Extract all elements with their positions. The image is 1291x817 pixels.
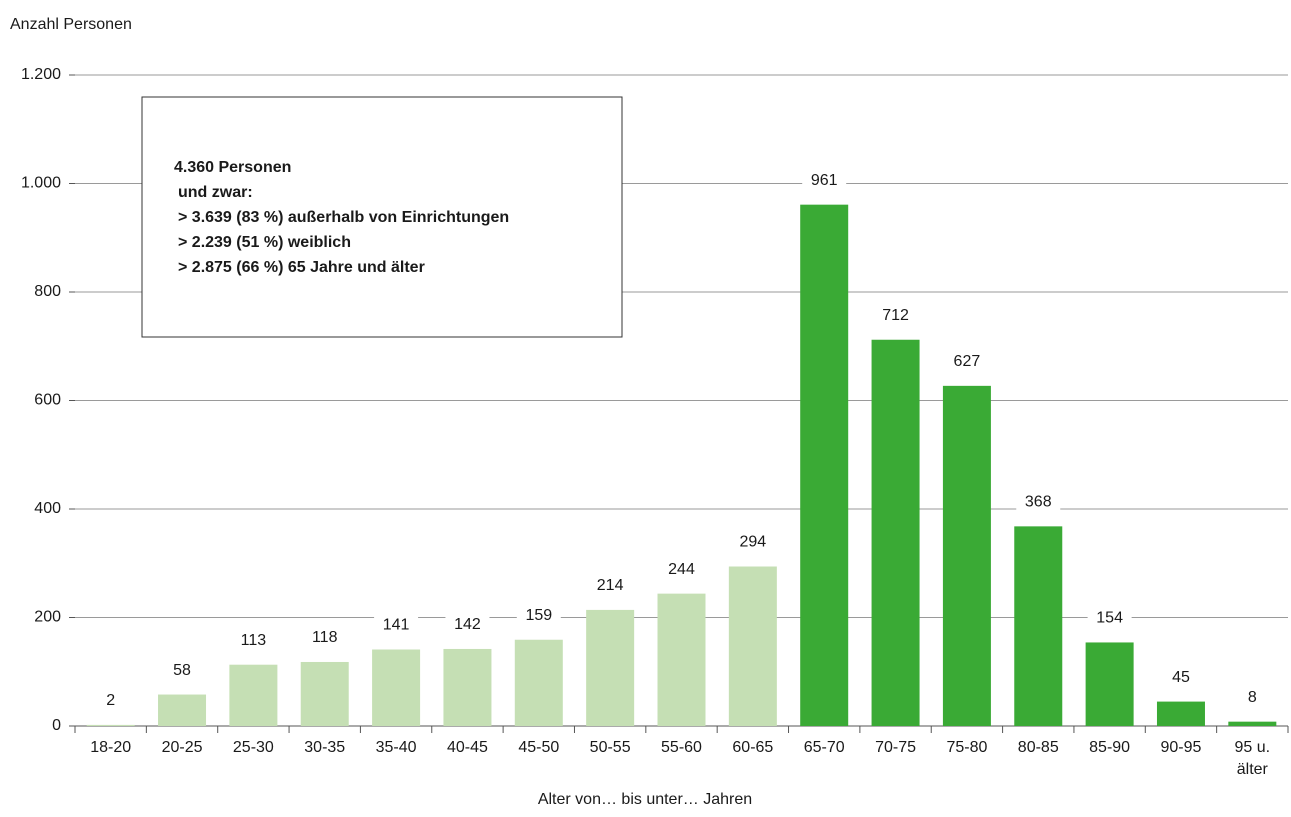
bar (942, 385, 991, 726)
value-label: 244 (668, 561, 695, 578)
y-tick-label: 1.000 (21, 175, 61, 192)
value-label-bg (588, 574, 633, 597)
value-label: 142 (454, 616, 481, 633)
value-label-bg (445, 613, 490, 636)
value-label-bg (516, 604, 561, 627)
annotation-line: > 3.639 (83 %) außerhalb von Einrichtung… (178, 209, 509, 226)
x-tick-label: 50-55 (590, 739, 631, 756)
bar (1014, 526, 1063, 726)
value-label: 627 (954, 353, 981, 370)
value-label: 141 (383, 617, 410, 634)
y-tick-label: 200 (34, 609, 61, 626)
bar (586, 609, 635, 726)
bar (657, 593, 706, 726)
bar (728, 566, 777, 726)
value-label: 2 (106, 692, 115, 709)
value-label: 154 (1096, 610, 1123, 627)
value-label: 45 (1172, 669, 1190, 686)
value-label-bg (802, 169, 847, 192)
bar (158, 694, 207, 726)
bar (372, 649, 421, 726)
x-tick-label: 90-95 (1161, 739, 1202, 756)
value-label-bg (302, 626, 347, 649)
y-axis-title: Anzahl Personen (10, 16, 132, 33)
y-tick-label: 800 (34, 283, 61, 300)
y-tick-label: 0 (52, 717, 61, 734)
value-label: 294 (740, 534, 767, 551)
bar (86, 724, 135, 726)
annotation-line: und zwar: (178, 184, 253, 201)
annotation-line: > 2.875 (66 %) 65 Jahre und älter (178, 259, 425, 276)
value-label-bg (160, 659, 205, 682)
value-label: 58 (173, 662, 191, 679)
value-label-bg (873, 304, 918, 327)
value-label: 214 (597, 577, 624, 594)
value-label: 159 (525, 607, 552, 624)
x-tick-label: 95 u. älter (1235, 739, 1271, 778)
x-tick-label: 85-90 (1089, 739, 1130, 756)
x-tick-label: 40-45 (447, 739, 488, 756)
y-tick-label: 400 (34, 500, 61, 517)
bar (514, 639, 563, 726)
bar (443, 648, 492, 726)
value-label: 113 (241, 632, 267, 649)
bar (800, 204, 849, 727)
value-label-bg (88, 689, 133, 712)
value-label-bg (659, 558, 704, 581)
value-label: 8 (1248, 689, 1257, 706)
annotation-line: > 2.239 (51 %) weiblich (178, 234, 351, 251)
x-axis-title: Alter von… bis unter… Jahren (538, 791, 752, 808)
bar (871, 339, 920, 726)
value-label: 118 (312, 629, 338, 646)
bar (229, 664, 278, 726)
x-tick-label: 80-85 (1018, 739, 1059, 756)
value-label: 961 (811, 172, 838, 189)
x-tick-label: 25-30 (233, 739, 274, 756)
bar (1156, 701, 1205, 726)
x-tick-label: 60-65 (732, 739, 773, 756)
value-label: 368 (1025, 494, 1052, 511)
value-label: 712 (882, 307, 909, 324)
value-label-bg (1016, 491, 1061, 514)
y-tick-label: 1.200 (21, 66, 61, 83)
x-tick-label: 75-80 (946, 739, 987, 756)
x-tick-label: 20-25 (162, 739, 203, 756)
value-label-bg (231, 629, 276, 652)
bar (300, 661, 349, 726)
value-label-bg (1158, 666, 1203, 689)
value-label-bg (730, 531, 775, 554)
x-tick-label: 30-35 (304, 739, 345, 756)
bar (1228, 721, 1277, 726)
value-label-bg (374, 614, 419, 637)
x-tick-label: 35-40 (376, 739, 417, 756)
bar (1085, 642, 1134, 726)
value-label-bg (1087, 607, 1132, 630)
annotation-box (141, 96, 623, 338)
x-tick-label: 45-50 (518, 739, 559, 756)
x-tick-label: 70-75 (875, 739, 916, 756)
x-tick-label: 65-70 (804, 739, 845, 756)
x-tick-label: 18-20 (90, 739, 131, 756)
value-label-bg (1230, 686, 1275, 709)
annotation-line: 4.360 Personen (174, 159, 291, 176)
x-tick-label: 55-60 (661, 739, 702, 756)
value-label-bg (944, 350, 989, 373)
y-tick-label: 600 (34, 392, 61, 409)
